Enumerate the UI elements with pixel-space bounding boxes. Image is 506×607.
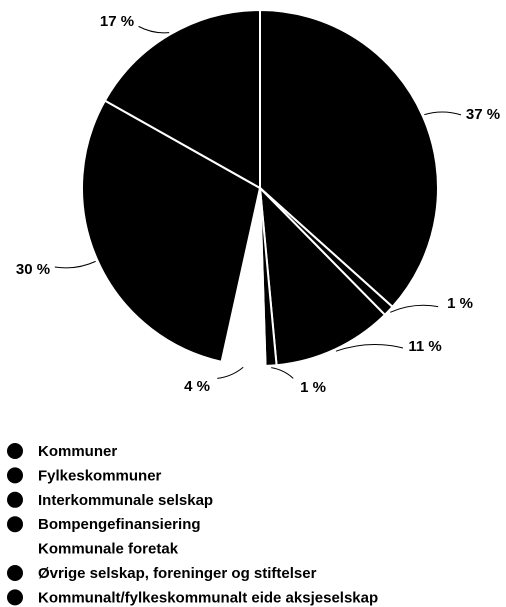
pie-slice <box>259 8 439 309</box>
legend-label: Kommunale foretak <box>38 541 179 558</box>
leader-line <box>390 304 439 313</box>
leader-line <box>424 111 462 116</box>
data-label: 30 % <box>16 261 50 278</box>
data-label: 11 % <box>408 338 441 355</box>
legend-swatch <box>7 491 23 508</box>
legend-swatch <box>7 443 23 459</box>
legend-label: Fylkeskommuner <box>38 467 162 484</box>
leader-line <box>138 25 170 34</box>
pie-slice <box>103 8 261 190</box>
leader-line <box>217 366 244 379</box>
legend-label: Interkommunale selskap <box>38 492 213 509</box>
legend-swatch <box>7 540 23 557</box>
data-label: 37 % <box>466 106 500 123</box>
legend-swatch <box>7 467 23 484</box>
pie-slice <box>81 99 262 363</box>
pie-slice <box>258 185 387 367</box>
legend-label: Kommunalt/fylkeskommunalt eide aksjesels… <box>38 589 378 606</box>
legend-swatch <box>7 589 23 606</box>
data-label: 17 % <box>100 13 134 30</box>
legend-label: Øvrige selskap, foreninger og stiftelser <box>38 565 317 582</box>
data-label: 1 % <box>300 379 326 396</box>
legend-swatch <box>7 565 23 581</box>
data-label: 4 % <box>184 378 210 395</box>
legend-label: Bompengefinansiering <box>38 516 201 533</box>
legend-swatch <box>7 516 23 533</box>
legend-label: Kommuner <box>38 443 117 460</box>
leader-line <box>335 343 404 352</box>
leader-line <box>271 367 294 379</box>
data-label: 1 % <box>447 295 473 312</box>
leader-line <box>54 260 96 269</box>
